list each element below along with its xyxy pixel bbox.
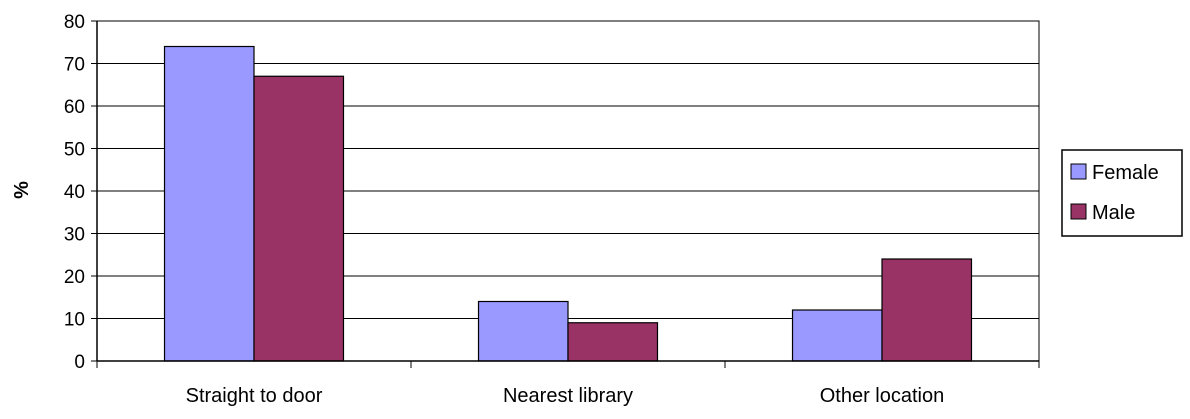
- y-tick-label: 20: [64, 267, 85, 288]
- y-tick-label: 70: [64, 55, 85, 76]
- y-tick-label: 10: [64, 310, 85, 331]
- bar-female-2: [477, 300, 569, 362]
- legend: Female Male: [1061, 149, 1183, 237]
- legend-label-male: Male: [1092, 202, 1135, 224]
- y-tick-label: 60: [64, 97, 85, 118]
- y-tick-label: 80: [64, 12, 85, 33]
- x-category-label: Other location: [820, 385, 945, 407]
- y-tick-label: 30: [64, 225, 85, 246]
- bar-female-3: [791, 309, 883, 362]
- x-category-label: Nearest library: [503, 385, 633, 407]
- x-category-label: Straight to door: [186, 385, 323, 407]
- bar-male-1: [253, 75, 345, 362]
- y-tick-label: 50: [64, 140, 85, 161]
- legend-label-female: Female: [1092, 162, 1159, 184]
- bars: [163, 45, 973, 362]
- bar-male-3: [881, 258, 973, 362]
- legend-swatch-male: [1070, 203, 1087, 220]
- axis-labels: 0 10 20 30 40 50 60 70 80 Straight to door Nearest…: [64, 12, 944, 407]
- bar-male-2: [567, 322, 659, 362]
- y-axis-title: %: [11, 181, 33, 199]
- y-tick-label: 0: [74, 352, 85, 373]
- axes: [91, 20, 1040, 368]
- bar-female-1: [163, 45, 255, 362]
- legend-swatch-female: [1070, 163, 1087, 180]
- y-tick-label: 40: [64, 182, 85, 203]
